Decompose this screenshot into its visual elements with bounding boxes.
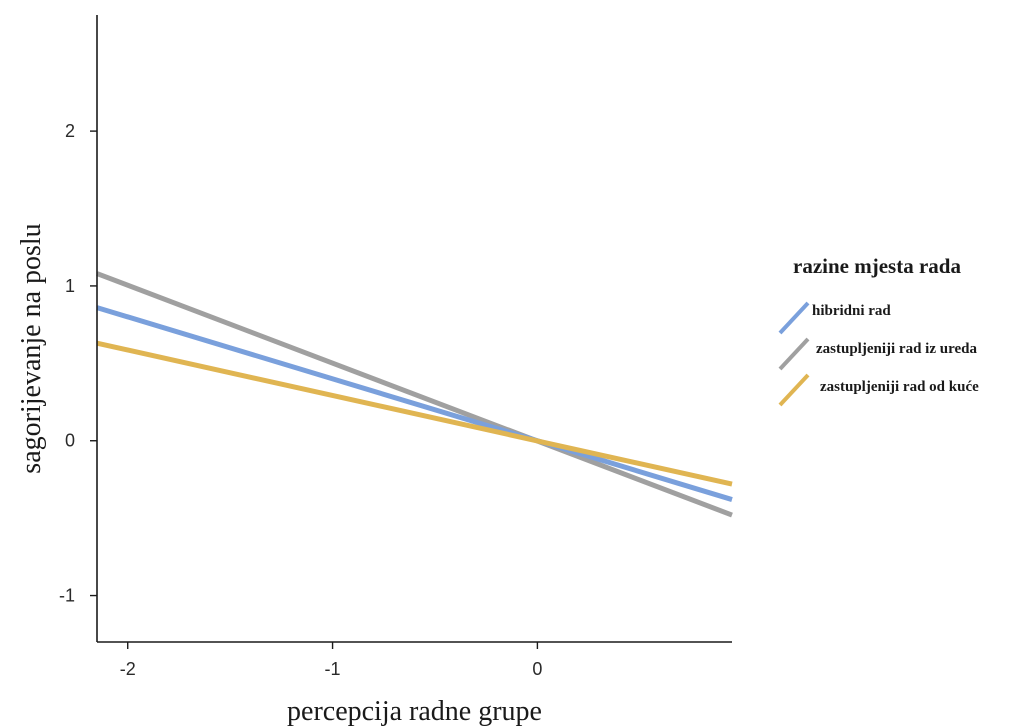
legend-label: zastupljeniji rad iz ureda: [816, 341, 977, 357]
y-tick-label: 2: [65, 121, 75, 141]
legend-title: razine mjesta rada: [793, 254, 961, 278]
x-tick-label: -1: [325, 659, 341, 679]
legend-key: [778, 301, 810, 335]
axes: -2 -1 0 -1 0 1 2: [59, 15, 732, 679]
series-line-hibridni-rad: [96, 305, 733, 502]
x-tick-label: -2: [120, 659, 136, 679]
y-tick-label: -1: [59, 586, 75, 606]
legend-label: zastupljeniji rad od kuće: [820, 379, 979, 395]
legend-items: hibridni rad zastupljeniji rad iz ureda za…: [778, 301, 979, 407]
series-line-zastupljeniji-rad-iz-ureda: [96, 271, 733, 518]
y-axis-title: sagorijevanje na poslu: [16, 223, 47, 473]
plot-lines: [96, 271, 733, 518]
legend-label: hibridni rad: [812, 303, 891, 319]
y-ticks: -1 0 1 2: [59, 121, 97, 606]
legend: razine mjesta rada hibridni rad zastuplje…: [778, 254, 979, 407]
y-tick-label: 0: [65, 431, 75, 451]
x-tick-label: 0: [532, 659, 542, 679]
legend-key: [778, 337, 810, 371]
y-tick-label: 1: [65, 276, 75, 296]
series-line-zastupljeniji-rad-od-kuće: [96, 340, 733, 487]
x-axis-title: percepcija radne grupe: [287, 696, 542, 727]
x-ticks: -2 -1 0: [120, 642, 542, 679]
legend-key: [778, 373, 810, 407]
